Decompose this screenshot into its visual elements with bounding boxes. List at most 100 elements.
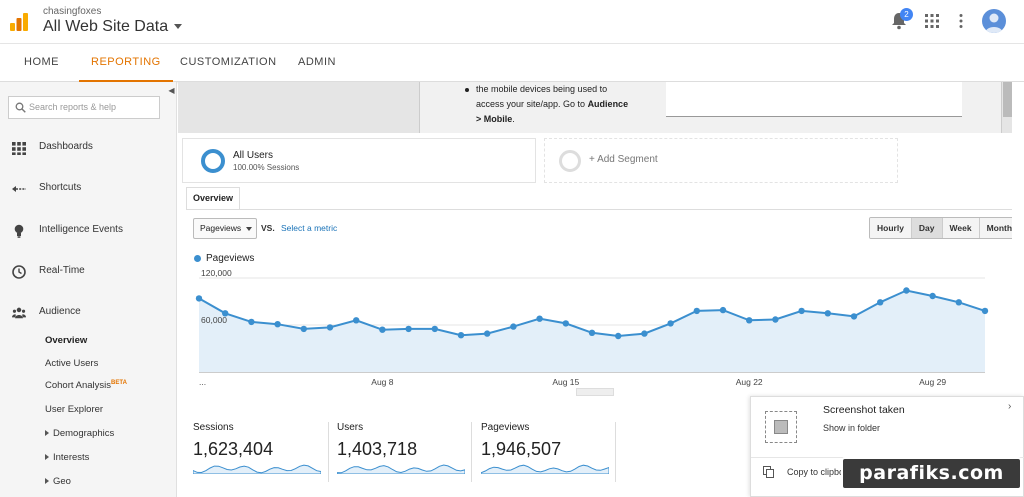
shortcut-arrow-icon (12, 186, 26, 192)
tip-line-1: the mobile devices being used to (476, 84, 608, 94)
grid-icon (12, 142, 26, 155)
sidebar-sub-geo[interactable]: Geo (45, 476, 71, 487)
sidebar-sub-overview[interactable]: Overview (45, 335, 88, 346)
kpi-divider (615, 422, 616, 482)
series-area (199, 290, 985, 372)
data-point (510, 323, 517, 330)
chevron-right-icon[interactable]: › (1008, 401, 1012, 412)
sparkline (337, 464, 465, 474)
chart-expand-handle[interactable] (576, 388, 614, 396)
audience-link[interactable]: Audience (587, 99, 629, 109)
period-day-button[interactable]: Day (911, 218, 943, 238)
sidebar-item-label: Dashboards (39, 141, 93, 152)
kpi-divider (328, 422, 329, 482)
tab-customization[interactable]: CUSTOMIZATION (180, 56, 277, 68)
period-selector: Hourly Day Week Month (869, 217, 1021, 239)
kpi-users[interactable]: Users 1,403,718 (337, 422, 477, 482)
tip-scrollbar[interactable] (1003, 82, 1012, 117)
sidebar-item-intelligence-events[interactable]: Intelligence Events (0, 218, 166, 244)
tip-line-2: access your site/app. Go to Audience (476, 97, 656, 112)
sidebar-sub-demographics[interactable]: Demographics (45, 428, 114, 439)
apps-grid-icon[interactable] (925, 14, 939, 28)
pageviews-chart[interactable]: 120,000 60,000... Aug 8 Aug 15 Aug 22 Aug 29 (190, 266, 1005, 390)
sidebar-sub-interests[interactable]: Interests (45, 452, 89, 463)
data-point (667, 320, 674, 327)
collapse-sidebar-icon[interactable]: ◀ (168, 86, 175, 95)
data-point (641, 330, 648, 337)
clock-icon (12, 265, 26, 279)
sidebar-item-shortcuts[interactable]: Shortcuts (0, 176, 166, 202)
bullet (465, 88, 469, 92)
empty-segment-ring-icon (559, 150, 581, 172)
period-hourly-button[interactable]: Hourly (870, 218, 912, 238)
property-name: All Web Site Data (43, 18, 169, 35)
tip-line-2-text: access your site/app. Go to (476, 99, 588, 109)
notification-badge: 2 (900, 8, 913, 21)
segment-all-users[interactable]: All Users 100.00% Sessions (182, 138, 536, 183)
caret-down-icon (174, 24, 183, 30)
segment-share: 100.00% Sessions (233, 163, 300, 172)
property-selector[interactable]: All Web Site Data (43, 18, 183, 36)
tab-reporting[interactable]: REPORTING (79, 44, 173, 82)
data-point (746, 317, 753, 324)
kpi-label: Pageviews (481, 422, 530, 433)
metric-dropdown-value: Pageviews (200, 223, 242, 233)
x-tick-label: ... (199, 377, 206, 387)
kpi-label: Sessions (193, 422, 234, 433)
data-point (326, 324, 334, 331)
period-week-button[interactable]: Week (942, 218, 980, 238)
sidebar-item-label: Intelligence Events (39, 224, 123, 235)
y-tick-label: 120,000 (201, 268, 232, 278)
y-tick-label: 60,000 (201, 315, 227, 325)
show-in-folder-link[interactable]: Show in folder (823, 423, 881, 433)
tip-text: the mobile devices being used to access … (476, 82, 656, 127)
people-icon (12, 307, 26, 319)
tab-overview[interactable]: Overview (186, 187, 240, 209)
sidebar-item-dashboards[interactable]: Dashboards (0, 135, 166, 161)
tab-home[interactable]: HOME (24, 56, 59, 68)
x-tick-label: Aug 22 (736, 377, 763, 387)
interests-label: Interests (53, 452, 90, 463)
kpi-pageviews[interactable]: Pageviews 1,946,507 (481, 422, 621, 482)
toast-title: Screenshot taken (823, 404, 905, 416)
page-scrollbar[interactable] (1012, 82, 1024, 497)
add-segment-button[interactable]: + Add Segment (544, 138, 898, 183)
lightbulb-icon (14, 224, 24, 238)
data-point (929, 292, 936, 300)
segment-name: All Users (233, 150, 274, 161)
search-icon (15, 102, 26, 113)
data-point (274, 321, 281, 328)
tab-admin[interactable]: ADMIN (298, 56, 336, 68)
search-input[interactable]: Search reports & help (8, 96, 160, 119)
sidebar-item-audience[interactable]: Audience (0, 300, 166, 326)
sidebar-sub-user-explorer[interactable]: User Explorer (45, 404, 104, 415)
expand-triangle-icon (45, 478, 49, 485)
add-segment-label: + Add Segment (589, 154, 658, 165)
more-vert-icon[interactable] (958, 13, 964, 29)
data-point (457, 332, 465, 339)
sidebar-item-real-time[interactable]: Real-Time (0, 259, 166, 285)
data-point (693, 307, 700, 315)
segment-ring-icon (201, 149, 225, 173)
screenshot-thumbnail[interactable] (765, 411, 797, 443)
select-metric-link[interactable]: Select a metric (281, 223, 338, 233)
legend-label: Pageviews (206, 253, 255, 264)
copy-icon (763, 466, 774, 478)
data-point (850, 313, 858, 320)
data-point (222, 310, 229, 317)
copy-to-clipboard-button[interactable]: Copy to clipboard (787, 467, 858, 477)
avatar[interactable] (982, 9, 1006, 33)
kpi-divider (471, 422, 472, 482)
beta-badge: BETA (111, 380, 127, 386)
tip-image-area (666, 82, 962, 117)
sidebar-sub-active-users[interactable]: Active Users (45, 358, 99, 369)
kpi-sessions[interactable]: Sessions 1,623,404 (193, 422, 333, 482)
vs-label: VS. (261, 223, 275, 233)
analytics-logo-icon[interactable] (9, 12, 29, 32)
metric-dropdown[interactable]: Pageviews (193, 218, 257, 239)
data-point (903, 287, 910, 294)
sidebar-sub-cohort-analysis[interactable]: Cohort AnalysisBETA (45, 380, 127, 391)
top-bar: chasingfoxes All Web Site Data 2 (0, 0, 1024, 44)
mobile-link[interactable]: > Mobile (476, 114, 513, 124)
period-month-button[interactable]: Month (979, 218, 1020, 238)
